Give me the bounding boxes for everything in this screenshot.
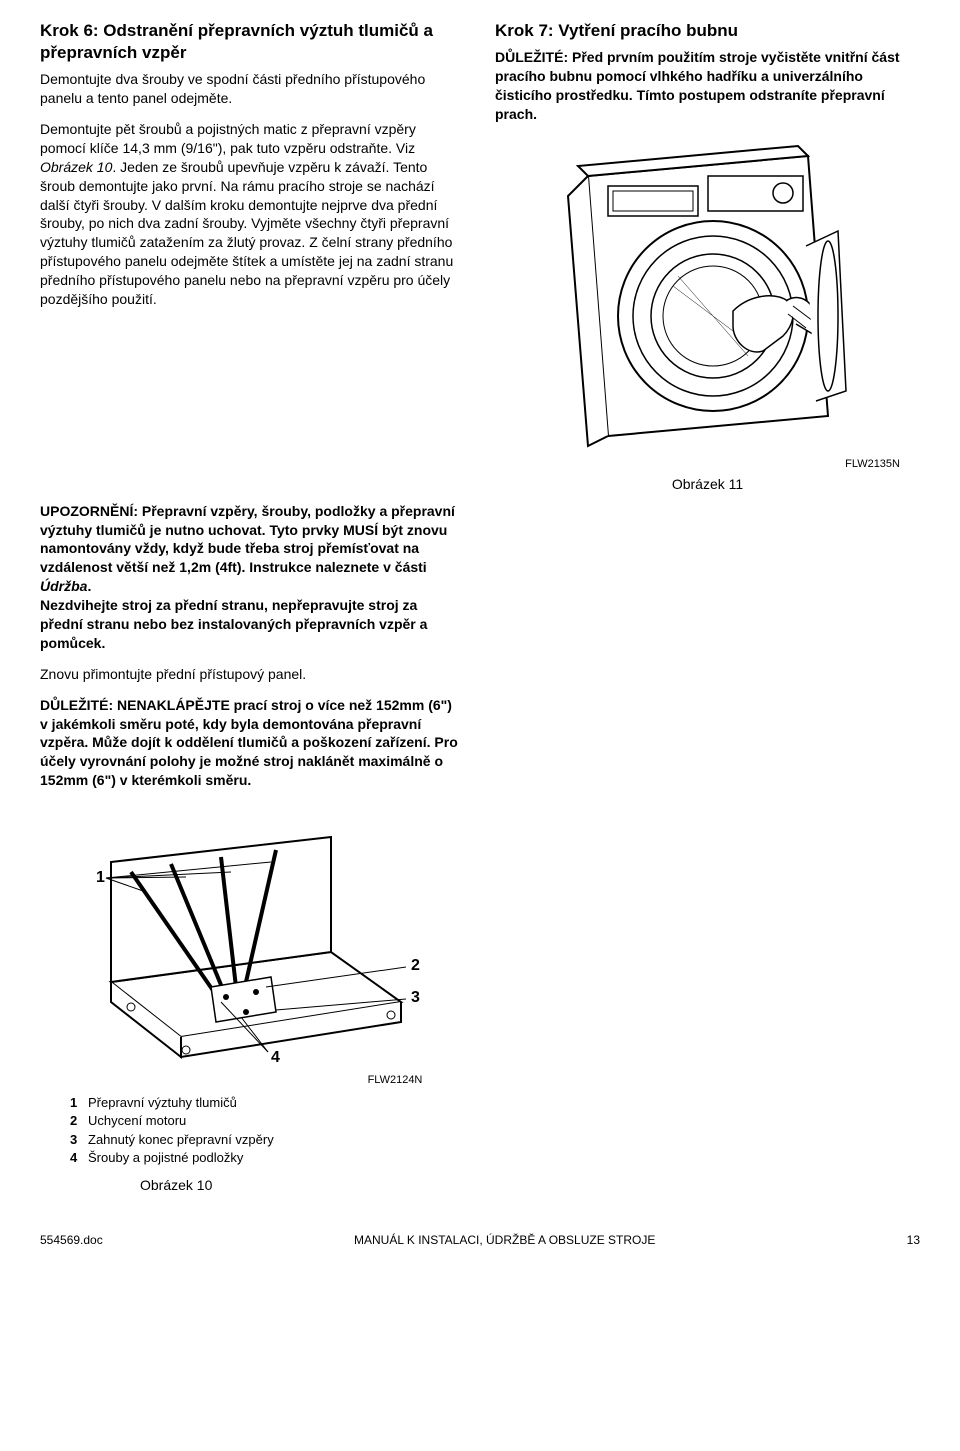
callout-3: 3 — [411, 989, 420, 1006]
warning1-ref: Údržba — [40, 578, 87, 594]
left-column: Krok 6: Odstranění přepravních výztuh tl… — [40, 20, 465, 502]
callout-1: 1 — [96, 869, 105, 886]
shipping-brace-illustration: 1 2 3 4 — [71, 802, 431, 1072]
step6-para2: Demontujte pět šroubů a pojistných matic… — [40, 120, 465, 309]
figure10-caption: Obrázek 10 — [140, 1177, 462, 1193]
warning-1: UPOZORNĚNÍ: Přepravní vzpěry, šrouby, po… — [40, 502, 462, 653]
left-column-continued: UPOZORNĚNÍ: Přepravní vzpěry, šrouby, po… — [40, 502, 462, 1193]
figure11-caption: Obrázek 11 — [495, 476, 920, 492]
figure-11: FLW2135N Obrázek 11 — [495, 136, 920, 492]
step6-para3: V dalším kroku demontujte nejprve dva př… — [40, 197, 453, 307]
figure-10: 1 2 3 4 FLW2124N 1Přepravní výztuhy tlum… — [40, 802, 462, 1193]
figure10-code: FLW2124N — [40, 1074, 462, 1086]
callout-4: 4 — [271, 1049, 280, 1066]
two-column-layout: Krok 6: Odstranění přepravních výztuh tl… — [40, 20, 920, 502]
legend-item-3: Zahnutý konec přepravní vzpěry — [88, 1131, 274, 1149]
warning1-a: UPOZORNĚNÍ: Přepravní vzpěry, šrouby, po… — [40, 503, 455, 576]
washer-drum-illustration — [538, 136, 878, 456]
legend-item-4: Šrouby a pojistné podložky — [88, 1149, 243, 1167]
warning1-b: . — [87, 578, 91, 594]
legend-item-2: Uchycení motoru — [88, 1112, 186, 1130]
footer-title: MANUÁL K INSTALACI, ÚDRŽBĚ A OBSLUZE STR… — [354, 1233, 655, 1247]
step6-heading: Krok 6: Odstranění přepravních výztuh tl… — [40, 20, 465, 64]
right-column: Krok 7: Vytření pracího bubnu DŮLEŽITÉ: … — [495, 20, 920, 502]
legend-item-1: Přepravní výztuhy tlumičů — [88, 1094, 237, 1112]
step6-para2-ref: Obrázek 10 — [40, 159, 112, 175]
step7-important: DŮLEŽITÉ: Před prvním použitím stroje vy… — [495, 48, 920, 124]
callout-2: 2 — [411, 957, 420, 974]
warning-2: DŮLEŽITÉ: NENAKLÁPĚJTE prací stroj o víc… — [40, 696, 462, 790]
warning1-c: Nezdvihejte stroj za přední stranu, nepř… — [40, 597, 427, 651]
page-footer: 554569.doc MANUÁL K INSTALACI, ÚDRŽBĚ A … — [40, 1233, 920, 1247]
footer-doc: 554569.doc — [40, 1233, 103, 1247]
figure10-legend: 1Přepravní výztuhy tlumičů 2Uchycení mot… — [70, 1094, 462, 1167]
figure11-code: FLW2135N — [495, 458, 920, 470]
step7-heading: Krok 7: Vytření pracího bubnu — [495, 20, 920, 42]
footer-page: 13 — [907, 1233, 920, 1247]
step6-para2a: Demontujte pět šroubů a pojistných matic… — [40, 121, 416, 156]
step6-para1: Demontujte dva šrouby ve spodní části př… — [40, 70, 465, 108]
step6-para4: Znovu přimontujte přední přístupový pane… — [40, 665, 462, 684]
